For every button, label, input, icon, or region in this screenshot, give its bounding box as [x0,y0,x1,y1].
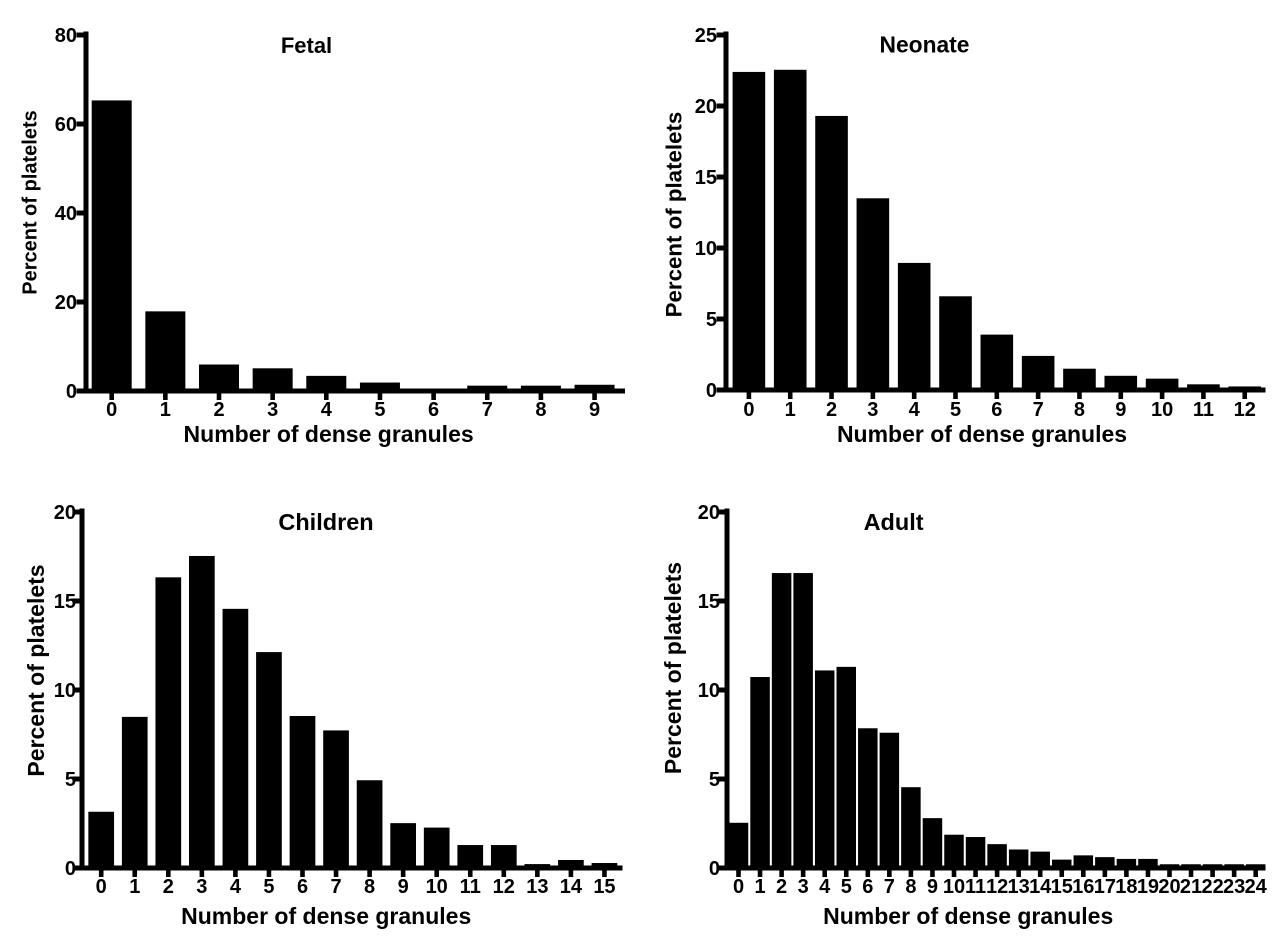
svg-text:5: 5 [709,769,720,791]
svg-text:9: 9 [589,399,600,421]
svg-text:Neonate: Neonate [880,32,970,58]
svg-text:24: 24 [1245,876,1268,898]
svg-text:18: 18 [1115,876,1137,898]
svg-text:Percent of platelets: Percent of platelets [662,112,687,318]
svg-text:Number of dense granules: Number of dense granules [184,421,474,447]
svg-text:22: 22 [1201,876,1223,898]
svg-text:15: 15 [1051,876,1073,898]
svg-text:4: 4 [321,399,333,421]
svg-text:16: 16 [1072,876,1094,898]
svg-text:15: 15 [593,876,615,898]
svg-text:Percent of platelets: Percent of platelets [20,110,42,295]
svg-text:Percent of platelets: Percent of platelets [23,564,49,776]
svg-text:17: 17 [1094,876,1116,898]
svg-text:0: 0 [706,380,717,402]
svg-text:15: 15 [698,591,720,613]
svg-text:6: 6 [991,399,1002,421]
svg-text:12: 12 [493,876,515,898]
svg-text:20: 20 [698,502,720,524]
svg-text:80: 80 [55,25,77,47]
svg-text:Children: Children [278,509,373,535]
svg-text:20: 20 [55,292,77,314]
svg-text:10: 10 [698,680,720,702]
svg-text:4: 4 [909,399,921,421]
svg-text:20: 20 [54,502,76,524]
svg-text:4: 4 [230,876,242,898]
svg-text:5: 5 [706,309,717,331]
svg-text:9: 9 [398,876,409,898]
svg-text:2: 2 [163,876,174,898]
svg-text:0: 0 [65,858,76,880]
svg-text:9: 9 [927,876,938,898]
svg-text:23: 23 [1223,876,1245,898]
svg-text:60: 60 [55,114,77,136]
svg-text:20: 20 [695,96,717,118]
svg-text:1: 1 [785,399,796,421]
svg-text:10: 10 [695,238,717,260]
svg-text:Percent of platelets: Percent of platelets [660,562,686,774]
svg-text:15: 15 [54,591,76,613]
svg-text:0: 0 [733,876,744,898]
svg-text:3: 3 [196,876,207,898]
svg-text:7: 7 [884,876,895,898]
svg-text:2: 2 [776,876,787,898]
svg-text:40: 40 [55,203,77,225]
svg-text:10: 10 [1151,399,1173,421]
svg-text:6: 6 [428,399,439,421]
svg-text:0: 0 [709,858,720,880]
svg-text:6: 6 [862,876,873,898]
svg-text:14: 14 [1029,876,1052,898]
svg-text:8: 8 [535,399,546,421]
svg-text:2: 2 [826,399,837,421]
svg-text:6: 6 [297,876,308,898]
svg-text:10: 10 [943,876,965,898]
svg-text:2: 2 [213,399,224,421]
svg-text:3: 3 [267,399,278,421]
svg-text:0: 0 [66,381,77,403]
svg-text:15: 15 [695,167,717,189]
svg-text:4: 4 [819,876,831,898]
svg-text:8: 8 [364,876,375,898]
svg-text:5: 5 [841,876,852,898]
svg-text:11: 11 [460,876,481,898]
svg-text:7: 7 [482,399,493,421]
svg-text:3: 3 [867,399,878,421]
svg-text:19: 19 [1137,876,1159,898]
svg-text:5: 5 [950,399,961,421]
svg-text:7: 7 [1033,399,1044,421]
svg-text:9: 9 [1115,399,1126,421]
svg-text:Adult: Adult [864,509,924,535]
svg-text:13: 13 [526,876,548,898]
svg-text:1: 1 [129,876,140,898]
svg-text:Fetal: Fetal [281,33,332,58]
svg-text:8: 8 [905,876,916,898]
svg-text:13: 13 [1008,876,1030,898]
svg-text:1: 1 [160,399,171,421]
svg-text:5: 5 [65,769,76,791]
svg-text:12: 12 [986,876,1008,898]
svg-text:12: 12 [1234,399,1256,421]
svg-text:8: 8 [1074,399,1085,421]
svg-text:11: 11 [965,876,986,898]
svg-text:1: 1 [754,876,765,898]
svg-text:0: 0 [96,876,107,898]
svg-text:5: 5 [374,399,385,421]
svg-text:25: 25 [695,25,717,47]
svg-text:5: 5 [263,876,274,898]
svg-text:0: 0 [106,399,117,421]
svg-text:Number of dense granules: Number of dense granules [181,903,471,929]
svg-text:20: 20 [1158,876,1180,898]
svg-text:10: 10 [54,680,76,702]
svg-text:Number of dense granules: Number of dense granules [823,903,1113,929]
svg-text:0: 0 [743,399,754,421]
svg-text:11: 11 [1193,399,1214,421]
svg-text:10: 10 [426,876,448,898]
svg-text:Number of dense granules: Number of dense granules [837,421,1127,447]
svg-text:3: 3 [798,876,809,898]
svg-text:21: 21 [1180,876,1202,898]
svg-text:7: 7 [330,876,341,898]
svg-text:14: 14 [560,876,583,898]
